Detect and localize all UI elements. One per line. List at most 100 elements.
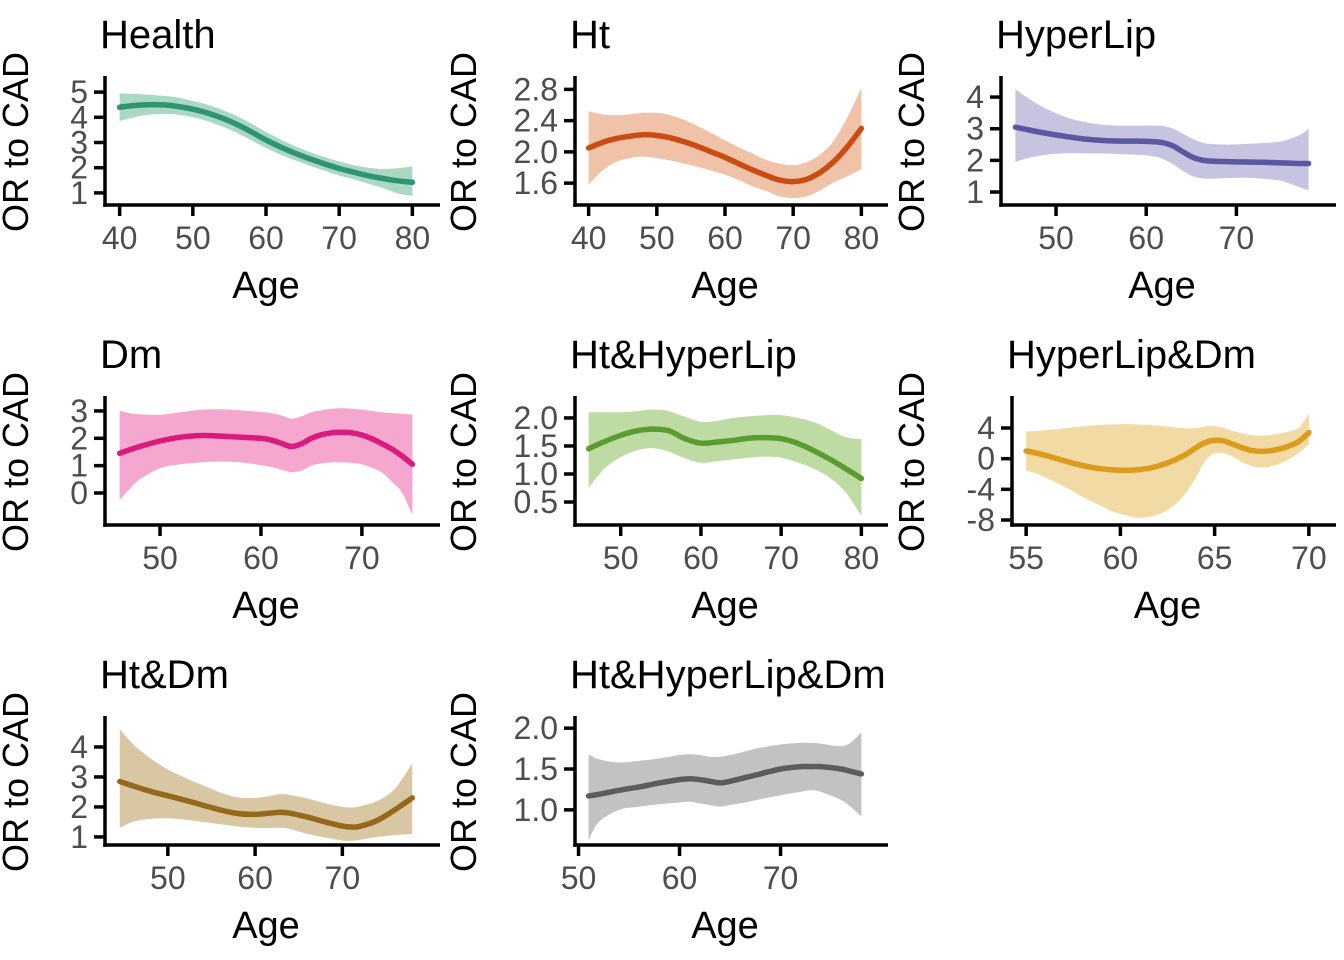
y-tick-label: 1 [70,448,88,484]
facet-ht: 40 50 60 70 80 1.6 2.0 2.4 2.8 Ht Age OR to CAD [448,0,896,320]
x-tick-label: 70 [1219,220,1255,256]
x-tick-label: 70 [775,220,811,256]
y-tick-label: -4 [967,471,995,507]
y-axis-label: OR to CAD [0,692,36,872]
confidence-band [119,93,413,196]
y-axis-label: OR to CAD [0,372,36,552]
x-tick-label: 65 [1197,540,1233,576]
x-tick-label: 60 [243,540,279,576]
x-tick-label: 80 [844,540,880,576]
facet-hyperlip-and-dm-chart: 55 60 65 70 -8-404 HyperLip&Dm Age OR to CAD [896,333,1336,627]
y-tick-label: 2 [70,150,88,186]
x-tick-label: 40 [571,220,607,256]
facet-ht-and-hyperlip: 50 60 70 80 0.5 1.0 1.5 2.0 Ht&HyperLip Age OR to … [448,320,896,640]
confidence-band [588,409,862,516]
facet-hyperlip: 50 60 70 1 2 3 4 HyperLip Age OR to CAD [896,0,1344,320]
facet-health: 40 50 60 70 80 1 2 3 4 5 Health Age OR to CAD [0,0,448,320]
x-axis-label: Age [232,265,300,307]
confidence-band [588,732,862,841]
y-tick-label: 1.0 [514,456,558,492]
y-tick-label: 4 [70,99,88,135]
x-tick-label: 80 [844,220,880,256]
x-tick-label: 50 [175,220,211,256]
y-tick-label: 1 [70,175,88,211]
x-tick-label: 50 [142,540,178,576]
x-tick-label: 80 [395,220,431,256]
x-tick-label: 70 [325,860,361,896]
x-tick-label: 40 [102,220,138,256]
x-tick-label: 70 [763,540,799,576]
y-tick-label: 0.5 [514,484,558,520]
trend-line [1012,124,1312,167]
x-tick-label: 55 [1008,540,1044,576]
trend-line [116,429,416,468]
y-tick-label: 3 [70,393,88,429]
x-tick-label: 50 [561,860,597,896]
confidence-band [119,408,413,515]
trend-line [1023,429,1312,473]
facet-ht-and-hyperlip-chart: 50 60 70 80 0.51.01.52.0 Ht&HyperLip Age OR to … [448,333,888,627]
y-tick-label: 1.5 [514,751,558,787]
y-tick-label: 1 [966,174,984,210]
y-tick-label: 2 [70,789,88,825]
y-axis-label: OR to CAD [896,52,932,232]
facet-ht-and-hyperlip-and-dm-chart: 50 60 70 1.0 1.5 2.0 Ht&HyperLip&Dm Age OR to CA… [448,653,888,947]
y-tick-label: 0 [977,441,995,477]
y-axis-label: OR to CAD [448,52,484,232]
panel-title: Health [100,13,216,57]
panel-title: Ht [570,13,610,57]
panel-title: Ht&HyperLip&Dm [570,653,886,697]
facet-ht-chart: 40 50 60 70 80 1.62.02.42.8 Ht Age OR to CAD [448,13,888,307]
x-axis-label: Age [1128,265,1196,307]
y-tick-label: 4 [966,79,984,115]
x-tick-label: 50 [150,860,186,896]
trend-line [585,426,865,482]
y-axis-label: OR to CAD [448,372,484,552]
x-tick-label: 60 [683,540,719,576]
y-tick-label: 5 [70,74,88,110]
x-tick-label: 60 [707,220,743,256]
trend-line [116,101,416,186]
facet-ht-and-hyperlip-and-dm: 50 60 70 1.0 1.5 2.0 Ht&HyperLip&Dm Age OR to CA… [448,640,896,960]
y-tick-label: 2.0 [514,134,558,170]
x-tick-label: 70 [344,540,380,576]
y-tick-label: 4 [70,729,88,765]
confidence-band [119,729,413,841]
x-tick-label: 60 [1103,540,1139,576]
y-tick-label: 2.4 [514,103,558,139]
x-axis-label: Age [691,265,759,307]
x-tick-label: 60 [248,220,284,256]
y-tick-label: 2 [70,420,88,456]
trend-line [585,763,865,799]
panel-title: Ht&Dm [100,653,229,697]
y-tick-label: 2.0 [514,710,558,746]
x-axis-label: Age [691,585,759,627]
x-axis-label: Age [232,905,300,947]
y-axis-label: OR to CAD [0,52,36,232]
x-tick-label: 50 [603,540,639,576]
y-axis-label: OR to CAD [448,692,484,872]
y-tick-label: 2.8 [514,71,558,107]
y-tick-label: 3 [70,759,88,795]
facet-ht-and-dm: 50 60 70 1 2 3 4 Ht&Dm Age OR to CAD [0,640,448,960]
trend-line [585,125,865,185]
panel-title: HyperLip&Dm [1007,333,1256,377]
y-tick-label: 0 [70,475,88,511]
x-tick-label: 50 [1038,220,1074,256]
y-tick-label: 4 [977,410,995,446]
y-tick-label: 2.0 [514,400,558,436]
y-axis-label: OR to CAD [896,372,932,552]
y-tick-label: 1.5 [514,428,558,464]
panel-title: HyperLip [996,13,1156,57]
trend-line [117,778,415,830]
y-tick-label: 2 [966,142,984,178]
x-tick-label: 70 [763,860,799,896]
y-tick-label: 1.6 [514,165,558,201]
x-tick-label: 60 [1128,220,1164,256]
x-tick-label: 60 [237,860,273,896]
facet-dm: 50 60 70 0 1 2 3 Dm Age OR to CAD [0,320,448,640]
